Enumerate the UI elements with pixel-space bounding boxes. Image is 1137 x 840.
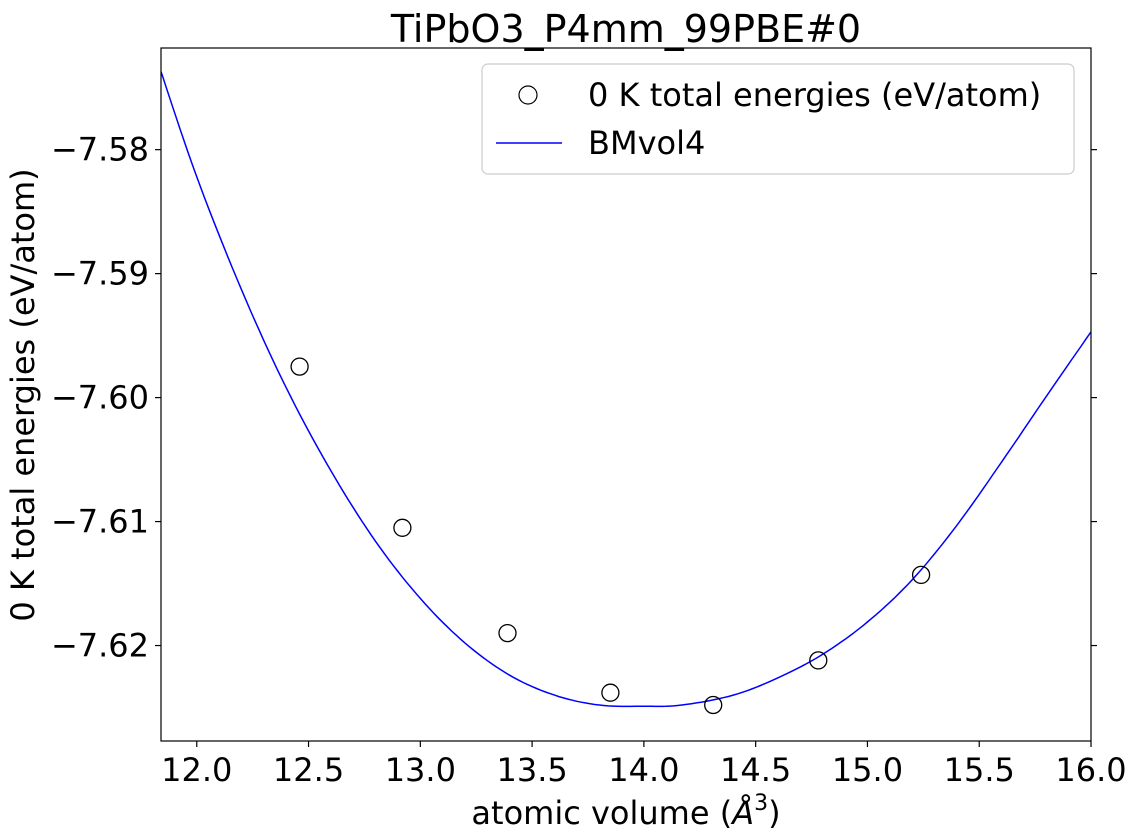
plot-frame: [160, 47, 1092, 742]
data-point-6: [911, 565, 931, 585]
x-tick-label: 14.0: [608, 751, 679, 789]
data-point-5: [809, 651, 828, 670]
x-axis-label-text: atomic volume (: [471, 794, 732, 832]
x-tick-label: 14.5: [720, 751, 791, 789]
x-axis-label-sup: 3: [754, 791, 768, 816]
legend-label-bmvol4: BMvol4: [588, 124, 705, 162]
legend-label-energies: 0 K total energies (eV/atom): [588, 76, 1041, 114]
data-point-1: [393, 518, 412, 537]
x-tick-label: 12.0: [161, 751, 232, 789]
y-tick-label: −7.62: [51, 627, 149, 665]
legend-marker-circle: [518, 85, 538, 105]
legend-box: [481, 63, 1075, 175]
y-tick-label: −7.58: [51, 131, 149, 169]
chart-title: TiPbO3_P4mm_99PBE#0: [390, 7, 861, 51]
y-tick-label: −7.60: [51, 379, 149, 417]
x-axis-label-close: ): [768, 794, 780, 832]
x-axis-label-unit: Å: [730, 794, 754, 832]
x-tick-label: 13.5: [496, 751, 567, 789]
data-point-0: [290, 357, 309, 376]
data-point-3: [601, 683, 620, 702]
data-point-4: [704, 695, 723, 715]
x-tick-label: 15.5: [944, 751, 1015, 789]
y-tick-label: −7.61: [51, 503, 149, 541]
plot-area: [161, 71, 1091, 715]
x-axis: 12.0 12.5 13.0 13.5 14.0 14.5 15.0 15.5 16.0: [161, 741, 1127, 789]
data-point-2: [498, 623, 517, 643]
y-axis-label: 0 K total energies (eV/atom): [4, 168, 42, 621]
x-tick-label: 16.0: [1055, 751, 1126, 789]
series-line-bmvol4: [161, 71, 1091, 708]
y-tick-label: −7.59: [51, 255, 149, 293]
x-tick-label: 15.0: [832, 751, 903, 789]
x-axis-label: atomic volume (Å3): [471, 791, 780, 832]
x-tick-label: 12.5: [273, 751, 344, 789]
x-tick-label: 13.0: [385, 751, 456, 789]
legend: 0 K total energies (eV/atom) BMvol4: [481, 63, 1075, 175]
y-axis: −7.58 −7.59 −7.60 −7.61 −7.62: [51, 131, 1097, 665]
